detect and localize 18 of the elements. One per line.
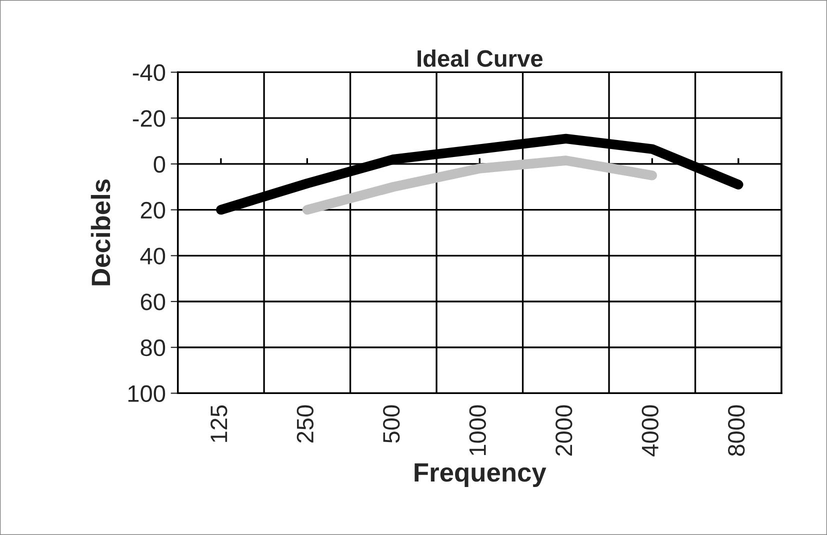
- y-tick-label: -40: [132, 64, 166, 82]
- y-axis-title: Decibels: [90, 180, 110, 286]
- x-axis-title: Frequency: [414, 463, 546, 488]
- x-tick-label: 500: [383, 405, 400, 443]
- y-tick-label: 80: [140, 339, 166, 356]
- y-tick-label: 20: [140, 202, 166, 219]
- x-tick-label: 125: [210, 405, 228, 442]
- chart-title: Ideal Curve: [418, 50, 543, 67]
- x-tick-label: 2000: [556, 405, 572, 456]
- x-tick-label: 250: [296, 405, 314, 443]
- y-tick-label: 0: [154, 156, 166, 173]
- y-tick-label: 40: [140, 248, 166, 264]
- x-tick-label: 4000: [642, 405, 658, 456]
- y-tick-label: 60: [140, 294, 166, 310]
- y-tick-label: -20: [132, 110, 166, 127]
- y-tick-label: 100: [128, 385, 166, 402]
- x-tick-label: 8000: [728, 405, 745, 456]
- x-tick-label: 1000: [469, 405, 486, 456]
